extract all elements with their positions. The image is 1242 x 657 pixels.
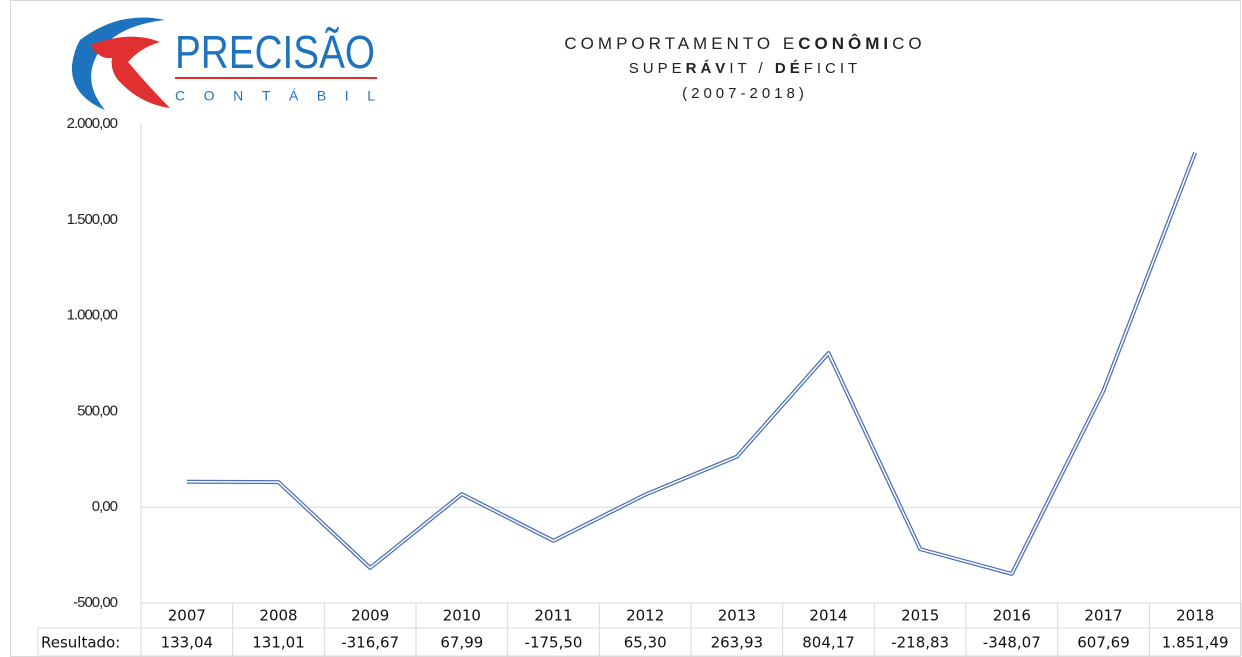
value-label: 65,30: [624, 634, 667, 652]
subtitle-part: DÉ: [775, 60, 804, 77]
x-tick-label: 2009: [351, 607, 389, 625]
chart-title: COMPORTAMENTO ECONÔMICO: [564, 34, 925, 53]
x-tick-label: 2017: [1084, 607, 1122, 625]
value-label: 607,69: [1077, 634, 1130, 652]
value-label: 133,04: [161, 634, 214, 652]
line-inner: [186, 152, 1196, 575]
y-tick-label: 2.000,00: [67, 115, 118, 132]
chart-period: (2007-2018): [682, 85, 808, 102]
value-label: -316,67: [341, 634, 399, 652]
x-tick-label: 2018: [1176, 607, 1214, 625]
title-part: CONÔMI: [798, 34, 892, 53]
value-label: 67,99: [440, 634, 483, 652]
x-tick-label: 2015: [901, 607, 939, 625]
legend-label: Resultado:: [41, 634, 120, 652]
logo-name: PRECISÃO: [175, 26, 375, 78]
x-tick-label: 2016: [993, 607, 1031, 625]
x-tick-label: 2010: [443, 607, 481, 625]
logo-swoosh-blue: [71, 17, 165, 110]
value-label: -348,07: [983, 634, 1041, 652]
value-label: -218,83: [891, 634, 949, 652]
x-tick-label: 2014: [809, 607, 847, 625]
y-tick-label: 1.500,00: [67, 211, 118, 228]
subtitle-part: SUPE: [629, 60, 686, 77]
value-label: 804,17: [802, 634, 855, 652]
title-part: COMPORTAMENTO E: [564, 34, 798, 53]
y-tick-label: 0,00: [92, 498, 118, 515]
chart-subtitle: SUPERÁVIT / DÉFICIT: [629, 60, 861, 77]
y-tick-label: 500,00: [77, 402, 118, 419]
y-tick-label: 1.000,00: [67, 307, 118, 324]
y-tick-label: -500,00: [73, 594, 118, 611]
subtitle-part: RÁV: [686, 60, 730, 77]
value-label: -175,50: [525, 634, 583, 652]
x-tick-label: 2013: [718, 607, 756, 625]
subtitle-part: FICIT: [804, 60, 862, 77]
subtitle-part: IT /: [729, 60, 775, 77]
x-tick-label: 2012: [626, 607, 664, 625]
value-label: 1.851,49: [1162, 634, 1229, 652]
x-tick-label: 2011: [534, 607, 572, 625]
chart-border: [10, 0, 1241, 657]
value-label: 131,01: [252, 634, 305, 652]
value-label: 263,93: [711, 634, 764, 652]
x-tick-label: 2007: [168, 607, 206, 625]
logo-swoosh-red: [90, 36, 170, 108]
x-tick-label: 2008: [259, 607, 297, 625]
title-part: CO: [892, 34, 926, 53]
